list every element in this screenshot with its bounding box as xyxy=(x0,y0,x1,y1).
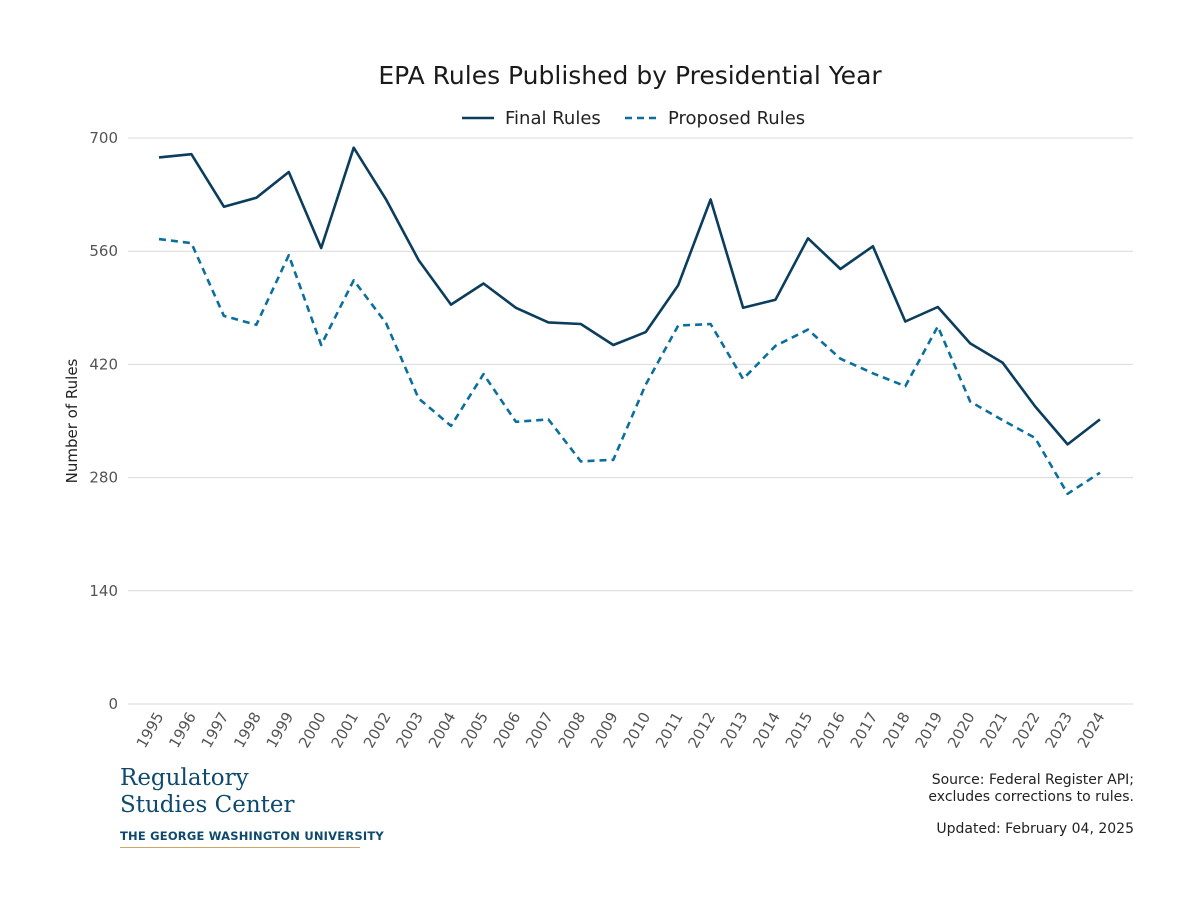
logo-university: THE GEORGE WASHINGTON UNIVERSITY xyxy=(120,829,384,848)
x-tick-label: 2002 xyxy=(360,709,395,751)
x-tick-label: 2004 xyxy=(425,709,460,751)
legend-label: Final Rules xyxy=(505,108,601,129)
y-tick-label: 0 xyxy=(108,695,118,713)
x-tick-label: 2014 xyxy=(749,709,784,751)
source-note: Source: Federal Register API; excludes c… xyxy=(928,772,1134,806)
rsc-logo: Regulatory Studies Center THE GEORGE WAS… xyxy=(120,765,384,848)
x-tick-label: 2001 xyxy=(327,709,362,751)
series-line-final-rules xyxy=(158,146,1101,446)
grid-lines xyxy=(128,137,1133,705)
y-tick-label: 280 xyxy=(89,469,118,487)
x-tick-label: 2020 xyxy=(944,709,979,751)
x-tick-label: 2008 xyxy=(555,709,590,751)
x-tick-label: 1998 xyxy=(230,709,265,751)
x-tick-label: 2010 xyxy=(620,709,655,751)
y-tick-label: 140 xyxy=(89,582,118,600)
y-axis-label: Number of Rules xyxy=(63,358,81,483)
x-axis-ticks: 1995199619971998199920002001200220032004… xyxy=(133,709,1109,751)
x-tick-label: 2018 xyxy=(879,709,914,751)
x-tick-label: 2023 xyxy=(1041,709,1076,751)
updated-date: Updated: February 04, 2025 xyxy=(936,821,1134,837)
x-tick-label: 2022 xyxy=(1009,709,1044,751)
chart-title: EPA Rules Published by Presidential Year xyxy=(378,61,882,90)
x-tick-label: 2003 xyxy=(392,709,427,751)
x-tick-label: 2007 xyxy=(522,709,557,751)
x-tick-label: 2017 xyxy=(847,709,882,751)
logo-line-1: Regulatory xyxy=(120,765,249,791)
x-tick-label: 1995 xyxy=(133,709,168,751)
x-tick-label: 2021 xyxy=(976,709,1011,751)
x-tick-label: 2000 xyxy=(295,709,330,751)
x-tick-label: 1999 xyxy=(263,709,298,751)
y-tick-label: 700 xyxy=(89,129,118,147)
legend-label: Proposed Rules xyxy=(668,108,805,129)
x-tick-label: 2024 xyxy=(1074,709,1109,751)
x-tick-label: 2005 xyxy=(457,709,492,751)
x-tick-label: 2013 xyxy=(717,709,752,751)
legend: Final Rules Proposed Rules xyxy=(462,108,805,129)
y-axis-ticks: 0 140 280 420 560 700 xyxy=(89,129,118,713)
source-line-2: excludes corrections to rules. xyxy=(928,789,1134,805)
series-line-proposed-rules xyxy=(158,237,1101,496)
x-tick-label: 1996 xyxy=(165,709,200,751)
x-tick-label: 2012 xyxy=(684,709,719,751)
series-lines xyxy=(158,146,1101,496)
x-tick-label: 2015 xyxy=(782,709,817,751)
x-tick-label: 2016 xyxy=(814,709,849,751)
x-tick-label: 2011 xyxy=(652,709,687,751)
logo-line-2: Studies Center xyxy=(120,792,295,818)
x-tick-label: 1997 xyxy=(198,709,233,751)
source-line-1: Source: Federal Register API; xyxy=(931,772,1134,788)
y-tick-label: 560 xyxy=(89,242,118,260)
y-tick-label: 420 xyxy=(89,355,118,373)
x-tick-label: 2009 xyxy=(587,709,622,751)
x-tick-label: 2019 xyxy=(912,709,947,751)
x-tick-label: 2006 xyxy=(490,709,525,751)
